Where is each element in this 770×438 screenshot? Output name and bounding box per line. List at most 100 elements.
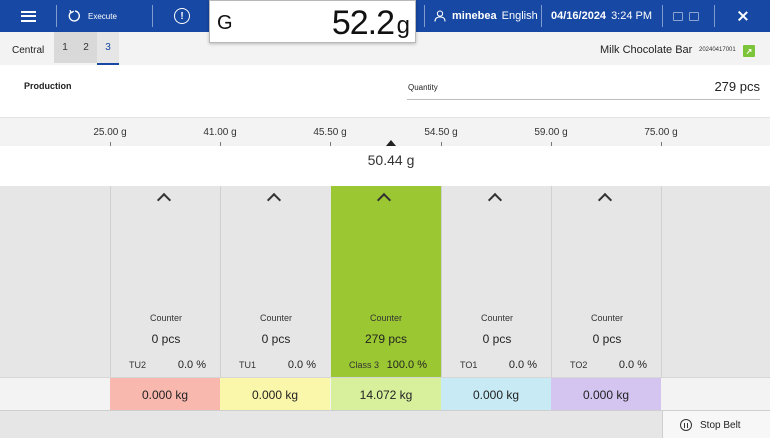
product-code: 20240417001	[699, 47, 736, 53]
product-name: Milk Chocolate Bar	[600, 44, 693, 56]
class-total: 0.000 kg	[110, 378, 220, 411]
date: 04/16/2024	[551, 10, 607, 22]
scale-tick-mark	[220, 142, 221, 148]
class-name: TU1	[239, 360, 257, 370]
class-count: 0 pcs	[261, 332, 291, 346]
class-percent: 0.0 %	[177, 359, 206, 371]
class-name: TO2	[570, 360, 588, 370]
counter-label: Counter	[149, 313, 183, 323]
weight-value: 52.2	[331, 4, 395, 42]
class-percent: 100.0 %	[386, 359, 427, 371]
class-column-tu2[interactable]: Counter 0 pcs TU2 0.0 %	[110, 186, 220, 377]
scale-tick-mark	[330, 142, 331, 148]
class-percent: 0.0 %	[287, 359, 316, 371]
close-button[interactable]	[738, 0, 748, 32]
menu-button[interactable]	[0, 0, 56, 32]
divider	[424, 5, 425, 27]
counter-label: Counter	[480, 313, 514, 323]
chevron-up-icon[interactable]	[266, 192, 282, 208]
class-column-class3[interactable]: Counter 279 pcs Class 3 100.0 %	[331, 186, 441, 377]
tab-1[interactable]: 1	[54, 32, 76, 63]
class-total: 14.072 kg	[331, 378, 441, 411]
weight-display: G 52.2 g	[209, 0, 416, 43]
scale-tick: 41.00 g	[203, 127, 237, 138]
class-count: 0 pcs	[151, 332, 181, 346]
scale-tick-mark	[441, 142, 442, 148]
close-icon	[738, 11, 748, 21]
class-name: TO1	[460, 360, 478, 370]
scale-tick: 54.50 g	[424, 127, 458, 138]
datetime: 04/16/2024 3:24 PM	[551, 0, 661, 32]
quantity-value: 279 pcs	[714, 79, 760, 94]
class-totals: 0.000 kg 0.000 kg 14.072 kg 0.000 kg 0.0…	[0, 377, 770, 411]
scale-marker-icon	[386, 140, 396, 146]
open-product-button[interactable]: ↗	[743, 45, 755, 57]
header-actions	[673, 0, 707, 32]
class-column-tu1[interactable]: Counter 0 pcs TU1 0.0 %	[220, 186, 330, 377]
chevron-up-icon[interactable]	[376, 192, 392, 208]
counter-label: Counter	[259, 313, 293, 323]
menu-icon	[20, 10, 36, 22]
class-total: 0.000 kg	[220, 378, 330, 411]
class-name: Class 3	[349, 360, 380, 370]
current-weight-band: 50.44 g	[0, 146, 770, 186]
user-menu[interactable]: minebea English	[434, 0, 539, 32]
alert-icon: !	[174, 8, 190, 24]
divider	[714, 5, 715, 27]
time: 3:24 PM	[611, 10, 653, 22]
chevron-up-icon[interactable]	[156, 192, 172, 208]
weight-classes: Counter 0 pcs TU2 0.0 % Counter 0 pcs TU…	[0, 186, 770, 377]
export-icon[interactable]	[673, 11, 683, 21]
class-total: 0.000 kg	[441, 378, 551, 411]
divider	[662, 5, 663, 27]
weight-mode: G	[217, 12, 233, 34]
stop-belt-button[interactable]: Stop Belt	[662, 411, 770, 438]
counter-label: Counter	[369, 313, 403, 323]
class-count: 0 pcs	[592, 332, 622, 346]
production-label: Production	[24, 81, 72, 91]
share-icon[interactable]	[689, 11, 699, 21]
stop-belt-label: Stop Belt	[700, 419, 741, 431]
footer: Stop Belt	[0, 410, 770, 438]
class-column-to1[interactable]: Counter 0 pcs TO1 0.0 %	[441, 186, 551, 377]
current-weight: 50.44 g	[367, 152, 415, 168]
scale-tick: 45.50 g	[313, 127, 347, 138]
class-count: 0 pcs	[482, 332, 512, 346]
class-total: 0.000 kg	[551, 378, 661, 411]
tab-central[interactable]: Central	[12, 45, 45, 56]
checkweigher-scale: 25.00 g 41.00 g 45.50 g 54.50 g 59.00 g …	[0, 117, 770, 186]
class-name: TU2	[129, 360, 147, 370]
language: English	[501, 10, 538, 22]
divider	[541, 5, 542, 27]
quantity-label: Quantity	[408, 83, 438, 92]
user-icon	[434, 10, 446, 22]
chevron-up-icon[interactable]	[487, 192, 503, 208]
tab-2[interactable]: 2	[75, 32, 97, 63]
scale-tick: 25.00 g	[93, 127, 127, 138]
chevron-up-icon[interactable]	[597, 192, 613, 208]
class-percent: 0.0 %	[508, 359, 537, 371]
scale-tick-mark	[551, 142, 552, 148]
tab-3[interactable]: 3	[97, 32, 119, 65]
external-link-icon: ↗	[745, 46, 753, 56]
alert-button[interactable]: !	[170, 0, 194, 32]
pause-icon	[680, 419, 692, 431]
class-column-to2[interactable]: Counter 0 pcs TO2 0.0 %	[551, 186, 661, 377]
class-column-divider	[661, 186, 770, 377]
production-panel: Production Quantity 279 pcs	[0, 65, 770, 117]
execute-refresh-icon	[68, 9, 80, 22]
scale-tick-mark	[110, 142, 111, 148]
counter-label: Counter	[590, 313, 624, 323]
divider	[152, 5, 153, 27]
divider	[407, 99, 760, 100]
weight-unit: g	[396, 12, 410, 39]
divider	[56, 5, 57, 27]
class-percent: 0.0 %	[618, 359, 647, 371]
class-count: 279 pcs	[364, 332, 408, 346]
scale-tick: 59.00 g	[534, 127, 568, 138]
scale-tick: 75.00 g	[644, 127, 678, 138]
user-name: minebea	[452, 10, 497, 22]
scale-tick-mark	[661, 142, 662, 148]
execute-label: Execute	[88, 11, 117, 21]
execute-button[interactable]: Execute	[68, 0, 148, 32]
